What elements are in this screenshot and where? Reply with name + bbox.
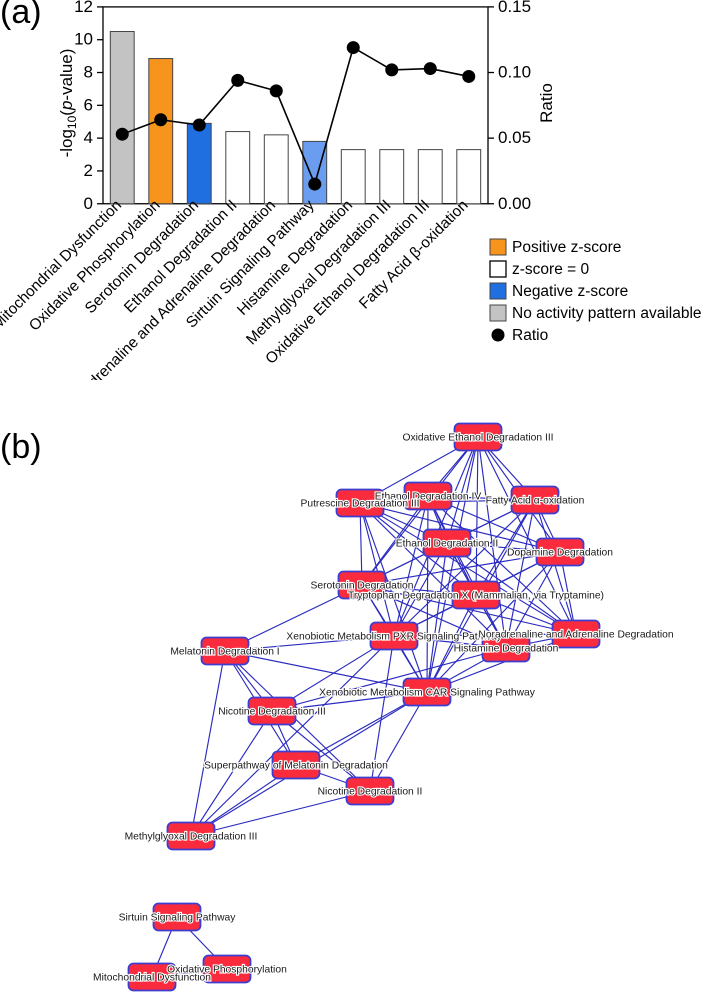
svg-text:Histamine Degradation: Histamine Degradation [454,644,559,655]
svg-text:8: 8 [84,63,93,82]
svg-text:Xenobiotic Metabolism CAR Sign: Xenobiotic Metabolism CAR Signaling Path… [319,688,536,699]
svg-text:0.05: 0.05 [498,128,531,147]
svg-text:Nicotine Degradation III: Nicotine Degradation III [218,707,326,718]
svg-text:Xenobiotic Metabolism PXR Sign: Xenobiotic Metabolism PXR Signaling Path… [286,632,502,643]
svg-text:Melatonin Degradation I: Melatonin Degradation I [170,647,279,658]
svg-text:Ratio: Ratio [512,327,548,344]
svg-text:0.10: 0.10 [498,63,531,82]
svg-text:4: 4 [84,128,93,147]
svg-text:Nicotine Degradation II: Nicotine Degradation II [318,787,423,798]
svg-text:0: 0 [84,194,93,213]
svg-text:Noradrenaline and Adrenaline D: Noradrenaline and Adrenaline Degradation [478,630,673,641]
svg-text:Oxidative Ethanol Degradation: Oxidative Ethanol Degradation III [402,433,553,444]
svg-text:Negative z-score: Negative z-score [512,283,628,300]
svg-text:0.00: 0.00 [498,194,531,213]
svg-text:2: 2 [84,161,93,180]
svg-text:12: 12 [74,0,93,16]
svg-text:Sirtuin Signaling Pathway: Sirtuin Signaling Pathway [119,913,237,924]
svg-text:Fatty Acid α-oxidation: Fatty Acid α-oxidation [486,496,585,507]
svg-text:10: 10 [74,30,93,49]
svg-text:Putrescine Degradation III: Putrescine Degradation III [300,499,419,510]
svg-text:-log10(p-value): -log10(p-value) [57,49,79,158]
svg-text:0.15: 0.15 [498,0,531,16]
svg-text:Superpathway of Melatonin Degr: Superpathway of Melatonin Degradation [204,761,388,772]
svg-text:6: 6 [84,95,93,114]
svg-text:Ratio: Ratio [537,83,556,123]
svg-text:z-score = 0: z-score = 0 [512,261,589,278]
svg-text:Positive z-score: Positive z-score [512,239,621,256]
svg-text:No activity pattern available: No activity pattern available [512,305,702,322]
svg-text:Dopamine Degradation: Dopamine Degradation [507,548,613,559]
svg-text:Methylglyoxal Degradation III: Methylglyoxal Degradation III [125,832,258,843]
svg-text:Ethanol Degradation II: Ethanol Degradation II [396,539,498,550]
svg-text:Tryptophan Degradation X (Mamm: Tryptophan Degradation X (Mammalian, via… [348,591,604,602]
svg-text:Oxidative Phosphorylation: Oxidative Phosphorylation [167,965,287,976]
